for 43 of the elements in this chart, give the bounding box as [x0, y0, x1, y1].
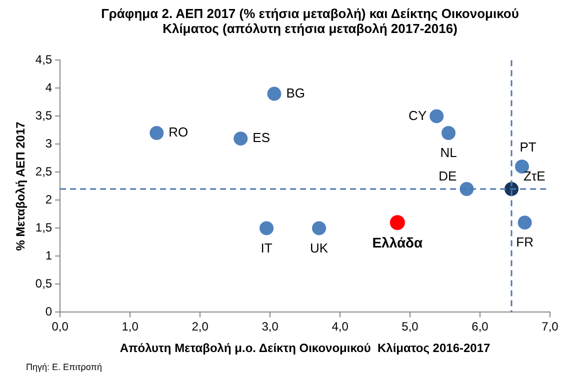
y-tick-label: 3: [45, 136, 52, 151]
series-label: PT: [520, 140, 536, 155]
x-tick-label: 1,0: [122, 320, 139, 334]
series-label: RO: [168, 124, 188, 140]
y-tick-label: 4,5: [35, 52, 52, 67]
y-tick-label: 0,5: [35, 276, 52, 291]
x-tick-label: 0,0: [52, 320, 69, 334]
series-label: BG: [286, 85, 306, 100]
series-label: NL: [440, 145, 457, 160]
x-tick-label: 6,0: [472, 320, 489, 334]
series-label: Ελλάδα: [372, 234, 424, 250]
series-label: FR: [516, 234, 534, 250]
series-label: UK: [310, 240, 328, 256]
y-tick-label: 1: [45, 248, 52, 263]
point: [312, 221, 326, 236]
y-tick-label: 4: [45, 80, 52, 95]
y-tick-label: 0: [45, 304, 52, 319]
text: Πηγή: Ε. Επιτροπή: [26, 362, 102, 372]
point: [518, 216, 532, 230]
x-tick-label: 2,0: [192, 320, 209, 334]
x-tick-label: 5,0: [402, 320, 419, 334]
series-label: ES: [252, 130, 270, 146]
series-label: DE: [438, 168, 458, 184]
point: [267, 86, 282, 101]
chart-title: Γράφημα 2. ΑΕΠ 2017 (% ετήσια μεταβολή) και Δείκτης Οικονομικού Κλίματος (απόλυτη ετήσια μεταβολή 2017-2016): [100, 6, 520, 36]
y-tick-label: 2,5: [35, 164, 52, 179]
y-tick-label: 1,5: [35, 220, 52, 235]
x-axis-title: Απόλυτη Μεταβολή μ.ο. Δείκτη Οικονομικού Κλίματος 2016-2017: [120, 341, 491, 356]
point: [260, 221, 274, 236]
x-tick-label: 3,0: [262, 320, 279, 334]
y-axis-title: % Μεταβολή ΑΕΠ 2017: [14, 121, 28, 251]
series-label: IT: [260, 240, 272, 256]
point: [234, 132, 248, 146]
point: [150, 126, 164, 140]
series-label: ΖτΕ: [524, 168, 546, 184]
x-tick-label: 4,0: [332, 320, 349, 334]
point: [442, 126, 456, 140]
y-tick-label: 3,5: [35, 108, 52, 123]
point: [430, 109, 444, 124]
x-tick-label: 7,0: [542, 320, 559, 334]
point: [390, 215, 405, 230]
series-label: CY: [408, 108, 427, 123]
y-tick-label: 2: [45, 192, 52, 207]
